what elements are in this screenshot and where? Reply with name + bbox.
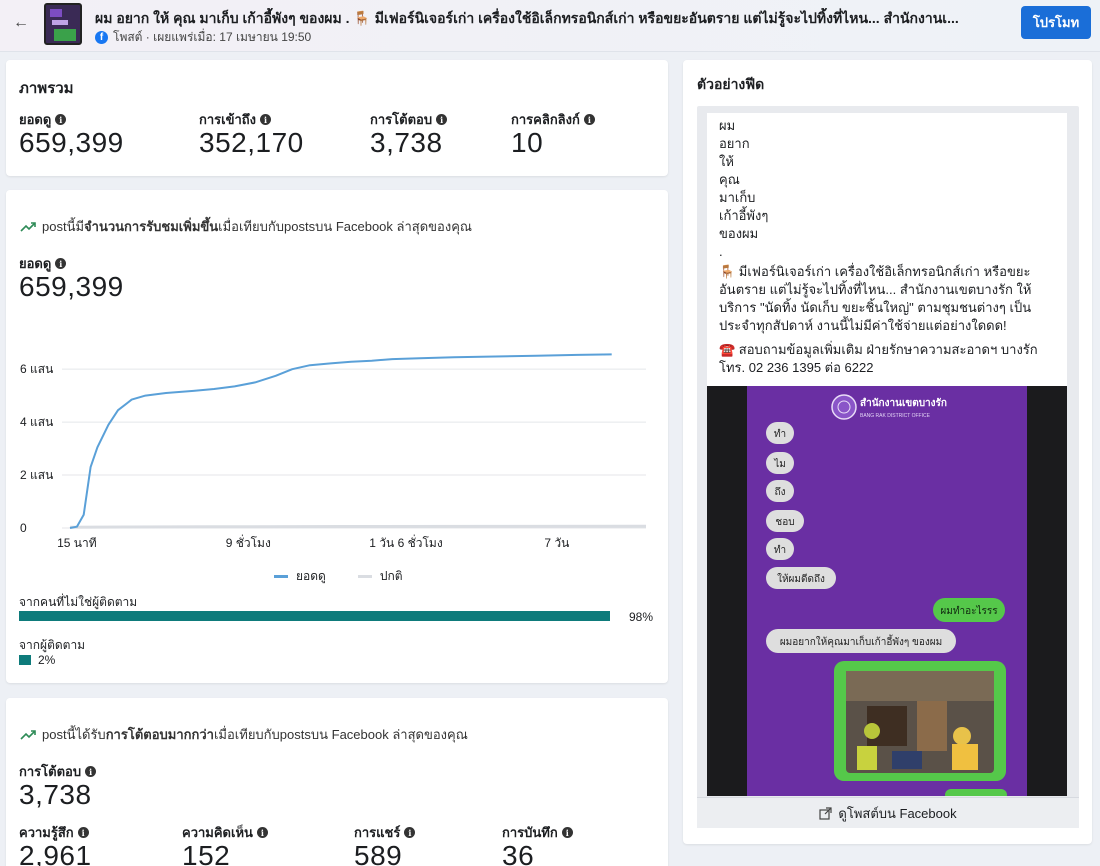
preview-line: . xyxy=(719,244,723,259)
engagement-metric-value: 3,738 xyxy=(19,779,92,810)
preview-line: ของผม xyxy=(719,226,759,241)
metric-value-link-clicks: 10 xyxy=(511,127,544,158)
facebook-icon: f xyxy=(95,31,108,44)
info-icon[interactable]: i xyxy=(55,258,67,269)
info-icon[interactable]: i xyxy=(85,766,97,777)
chat-bubble-5: ทำ xyxy=(774,545,786,556)
preview-paragraph-1: 🪑 มีเฟอร์นิเจอร์เก่า เครื่องใช้อิเล็กทรอ… xyxy=(719,264,1032,333)
chart-series-views xyxy=(69,353,612,529)
chart-series-normal xyxy=(69,524,647,529)
saves-value: 36 xyxy=(502,840,535,866)
chat-bubble-6: ให้ผมดีดถึง xyxy=(777,573,825,585)
shares-value: 589 xyxy=(354,840,403,866)
preview-line: อยาก xyxy=(719,136,750,151)
chat-bubble-long: ผมอยากให้คุณมาเก็บเก้าอี้พังๆ ของผม xyxy=(780,634,942,648)
legend-label-views: ยอดดู xyxy=(296,569,326,583)
followers-pct: 2% xyxy=(38,653,56,667)
overview-card: ภาพรวม ยอดดู i 659,399 การเข้าถึง i 352,17… xyxy=(6,60,668,176)
info-icon[interactable]: i xyxy=(583,114,595,125)
chat-bubble-1: ทำ xyxy=(774,429,786,440)
preview-line: มาเก็บ xyxy=(719,190,756,205)
post-title: ผม อยาก ให้ คุณ มาเก็บ เก้าอี้พังๆ ของผม… xyxy=(95,10,959,26)
chat-bubble-2: ไม xyxy=(773,458,786,470)
post-meta-text: โพสต์ · เผยแพร่เมื่อ: 17 เมษายน 19:50 xyxy=(113,30,312,44)
legend-label-normal: ปกติ xyxy=(379,569,403,583)
metric-label-engagement: การโต้ตอบ i xyxy=(370,109,448,130)
feed-preview-image: สำนักงานเขตบางรัก BANG RAK DISTRICT OFFI… xyxy=(707,386,1067,796)
overview-title: ภาพรวม xyxy=(19,80,74,97)
engagement-metric-label: การโต้ตอบ i xyxy=(19,761,97,782)
metric-label-link-clicks: การคลิกลิงก์ i xyxy=(511,109,595,130)
comments-value: 152 xyxy=(182,840,231,866)
y-tick-label: 4 แสน xyxy=(20,415,53,429)
legend-swatch-views xyxy=(274,575,288,578)
views-line-chart: 0 2 แสน 4 แสน 6 แสน 15 นาที 9 ชั่วโมง 1 วัน 6 … xyxy=(20,353,647,550)
views-card: postนี้มีจำนวนการรับชมเพิ่มขึ้นเมื่อเทีย… xyxy=(6,190,668,683)
view-on-facebook-label: ดูโพสต์บน Facebook xyxy=(838,805,957,821)
reactions-label: ความรู้สึก i xyxy=(19,822,89,843)
image-org-name: สำนักงานเขตบางรัก xyxy=(860,397,947,409)
info-icon[interactable]: i xyxy=(561,827,573,838)
metric-value-views: 659,399 xyxy=(19,127,124,158)
post-thumbnail xyxy=(44,3,82,45)
comments-label: ความคิดเห็น i xyxy=(182,822,268,843)
top-bar: ← ผม อยาก ให้ คุณ มาเก็บ เก้าอี้พังๆ ของ… xyxy=(0,0,1100,52)
engagement-insight: postนี้ได้รับการโต้ตอบมากกว่าเมื่อเทียบก… xyxy=(20,724,468,745)
engagement-card: postนี้ได้รับการโต้ตอบมากกว่าเมื่อเทียบก… xyxy=(6,698,668,866)
non-followers-bar xyxy=(19,611,610,621)
info-icon[interactable]: i xyxy=(404,827,416,838)
promote-button[interactable]: โปรโมท xyxy=(1021,6,1091,39)
chat-bubble-right: ผมทำอะไรรร xyxy=(940,605,998,617)
feed-preview-text: ผม อยาก ให้ คุณ มาเก็บ เก้าอี้พังๆ ของผม… xyxy=(707,113,1067,386)
y-tick-label: 2 แสน xyxy=(20,468,53,482)
view-on-facebook-button[interactable]: ดูโพสต์บน Facebook xyxy=(697,797,1079,828)
info-icon[interactable]: i xyxy=(256,827,268,838)
shares-label: การแชร์ i xyxy=(354,822,416,843)
chart-legend: ยอดดู ปกติ xyxy=(274,567,403,586)
x-tick-label: 7 วัน xyxy=(544,536,569,550)
info-icon[interactable]: i xyxy=(436,114,448,125)
trend-up-icon xyxy=(20,221,36,232)
feed-preview-title: ตัวอย่างฟีด xyxy=(697,76,765,92)
chat-bubble-4: ชอบ xyxy=(775,517,794,528)
preview-line: เก้าอี้พังๆ xyxy=(719,208,769,223)
non-followers-label: จากคนที่ไม่ใช่ผู้ติดตาม xyxy=(19,595,138,609)
x-tick-label: 1 วัน 6 ชั่วโมง xyxy=(369,534,442,550)
followers-bar xyxy=(19,655,31,665)
image-org-sub: BANG RAK DISTRICT OFFICE xyxy=(860,413,931,419)
preview-line: ให้ xyxy=(719,154,734,169)
views-metric-label: ยอดดู i xyxy=(19,253,67,274)
metric-value-reach: 352,170 xyxy=(199,127,304,158)
reactions-value: 2,961 xyxy=(19,840,92,866)
preview-line: คุณ xyxy=(719,172,740,187)
x-tick-label: 9 ชั่วโมง xyxy=(226,534,271,550)
metric-value-engagement: 3,738 xyxy=(370,127,443,158)
back-arrow-icon[interactable]: ← xyxy=(13,14,29,31)
y-tick-label: 0 xyxy=(20,521,27,535)
views-insight: postนี้มีจำนวนการรับชมเพิ่มขึ้นเมื่อเทีย… xyxy=(20,216,472,237)
metric-label-views: ยอดดู i xyxy=(19,109,67,130)
chat-bubble-3: ถึง xyxy=(775,486,786,498)
preview-paragraph-2: ☎️ สอบถามข้อมูลเพิ่มเติม ฝ่ายรักษาความสะ… xyxy=(719,342,1038,375)
views-metric-value: 659,399 xyxy=(19,271,124,302)
metric-label-reach: การเข้าถึง i xyxy=(199,109,272,130)
info-icon[interactable]: i xyxy=(260,114,272,125)
y-tick-label: 6 แสน xyxy=(20,362,53,376)
post-meta: f โพสต์ · เผยแพร่เมื่อ: 17 เมษายน 19:50 xyxy=(95,28,311,47)
external-link-icon xyxy=(819,806,832,820)
preview-image-artwork: สำนักงานเขตบางรัก BANG RAK DISTRICT OFFI… xyxy=(707,386,1067,796)
info-icon[interactable]: i xyxy=(77,827,89,838)
trend-up-icon xyxy=(20,729,36,740)
saves-label: การบันทึก i xyxy=(502,822,573,843)
non-followers-pct: 98% xyxy=(629,610,654,624)
x-tick-label: 15 นาที xyxy=(57,536,97,550)
legend-swatch-normal xyxy=(357,575,372,578)
info-icon[interactable]: i xyxy=(55,114,67,125)
preview-line: ผม xyxy=(719,118,736,133)
followers-label: จากผู้ติดตาม xyxy=(19,638,86,652)
